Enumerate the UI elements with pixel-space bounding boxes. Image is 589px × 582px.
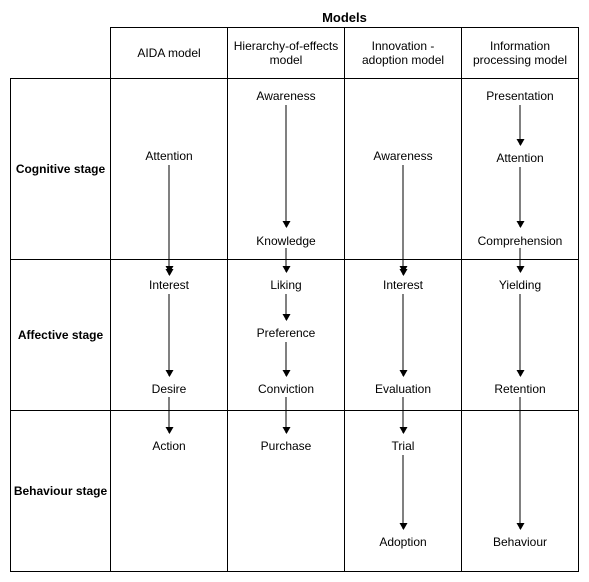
corner-cell [11,28,111,79]
step-interest: Interest [345,278,461,292]
step-desire: Desire [111,382,227,396]
step-interest: Interest [111,278,227,292]
col-information: Information processing model [462,28,579,79]
cell-aff-information: Yielding Retention [462,260,579,411]
step-trial: Trial [345,439,461,453]
step-knowledge: Knowledge [228,234,344,248]
step-awareness: Awareness [345,149,461,163]
arrow-icon [403,248,404,272]
step-yielding: Yielding [462,278,578,292]
arrow-icon [169,248,170,272]
step-behaviour: Behaviour [462,535,578,549]
step-preference: Preference [228,326,344,340]
arrow-icon [520,167,521,227]
arrow-icon [403,455,404,529]
step-liking: Liking [228,278,344,292]
cell-cog-information: Presentation Attention Comprehension [462,79,579,260]
cell-cog-aida: Attention [111,79,228,260]
step-presentation: Presentation [462,89,578,103]
super-title: Models [110,10,579,25]
models-table: AIDA model Hierarchy-of-effects model In… [10,27,579,572]
step-evaluation: Evaluation [345,382,461,396]
arrow-icon [520,105,521,145]
step-purchase: Purchase [228,439,344,453]
col-aida: AIDA model [111,28,228,79]
arrow-icon [169,397,170,433]
row-affective: Affective stage [11,260,111,411]
arrow-icon [520,248,521,272]
step-action: Action [111,439,227,453]
step-comprehension: Comprehension [462,234,578,248]
arrow-icon [286,397,287,433]
cell-aff-hierarchy: Liking Preference Conviction [228,260,345,411]
arrow-icon [286,294,287,320]
col-innovation: Innovation - adoption model [345,28,462,79]
step-attention: Attention [462,151,578,165]
step-adoption: Adoption [345,535,461,549]
col-hierarchy: Hierarchy-of-effects model [228,28,345,79]
arrow-icon [520,397,521,529]
cell-beh-innovation: Trial Adoption [345,411,462,572]
arrow-icon [286,105,287,227]
cell-aff-aida: Interest Desire [111,260,228,411]
cell-cog-hierarchy: Awareness Knowledge [228,79,345,260]
row-behaviour: Behaviour stage [11,411,111,572]
cell-cog-innovation: Awareness [345,79,462,260]
arrow-icon [403,397,404,433]
step-conviction: Conviction [228,382,344,396]
row-cognitive: Cognitive stage [11,79,111,260]
step-awareness: Awareness [228,89,344,103]
cell-aff-innovation: Interest Evaluation [345,260,462,411]
cell-beh-hierarchy: Purchase [228,411,345,572]
arrow-icon [169,294,170,376]
step-retention: Retention [462,382,578,396]
arrow-icon [286,342,287,376]
models-diagram: Models AIDA model Hierarchy-of-effects m… [10,10,579,572]
arrow-icon [403,294,404,376]
cell-beh-information: Behaviour [462,411,579,572]
cell-beh-aida: Action [111,411,228,572]
arrow-icon [286,248,287,272]
arrow-icon [520,294,521,376]
step-attention: Attention [111,149,227,163]
